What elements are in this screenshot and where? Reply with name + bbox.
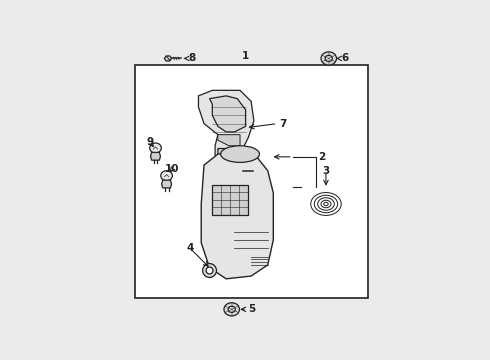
Circle shape (249, 167, 256, 174)
Text: 10: 10 (165, 164, 179, 174)
Text: 8: 8 (189, 53, 196, 63)
Bar (135, 66, 368, 298)
Polygon shape (218, 149, 240, 168)
Circle shape (203, 264, 217, 278)
Ellipse shape (228, 306, 235, 312)
Polygon shape (201, 151, 273, 279)
Ellipse shape (161, 171, 172, 181)
Ellipse shape (224, 303, 240, 316)
Circle shape (206, 267, 213, 274)
Polygon shape (150, 152, 161, 160)
Text: 5: 5 (248, 304, 256, 314)
Text: 9: 9 (147, 136, 153, 147)
Polygon shape (164, 56, 171, 61)
Polygon shape (210, 96, 245, 132)
Polygon shape (162, 180, 172, 188)
Polygon shape (198, 90, 254, 174)
Polygon shape (218, 135, 240, 146)
Bar (212, 185, 248, 215)
Text: 1: 1 (242, 51, 249, 61)
Ellipse shape (321, 52, 337, 65)
Text: 3: 3 (322, 166, 330, 176)
Ellipse shape (149, 143, 161, 153)
Text: 4: 4 (187, 243, 194, 253)
Text: 6: 6 (341, 53, 348, 63)
Polygon shape (226, 174, 232, 179)
Text: 7: 7 (279, 118, 286, 129)
Ellipse shape (325, 55, 332, 62)
Ellipse shape (220, 146, 259, 162)
Polygon shape (220, 165, 237, 176)
Text: 2: 2 (318, 152, 325, 162)
